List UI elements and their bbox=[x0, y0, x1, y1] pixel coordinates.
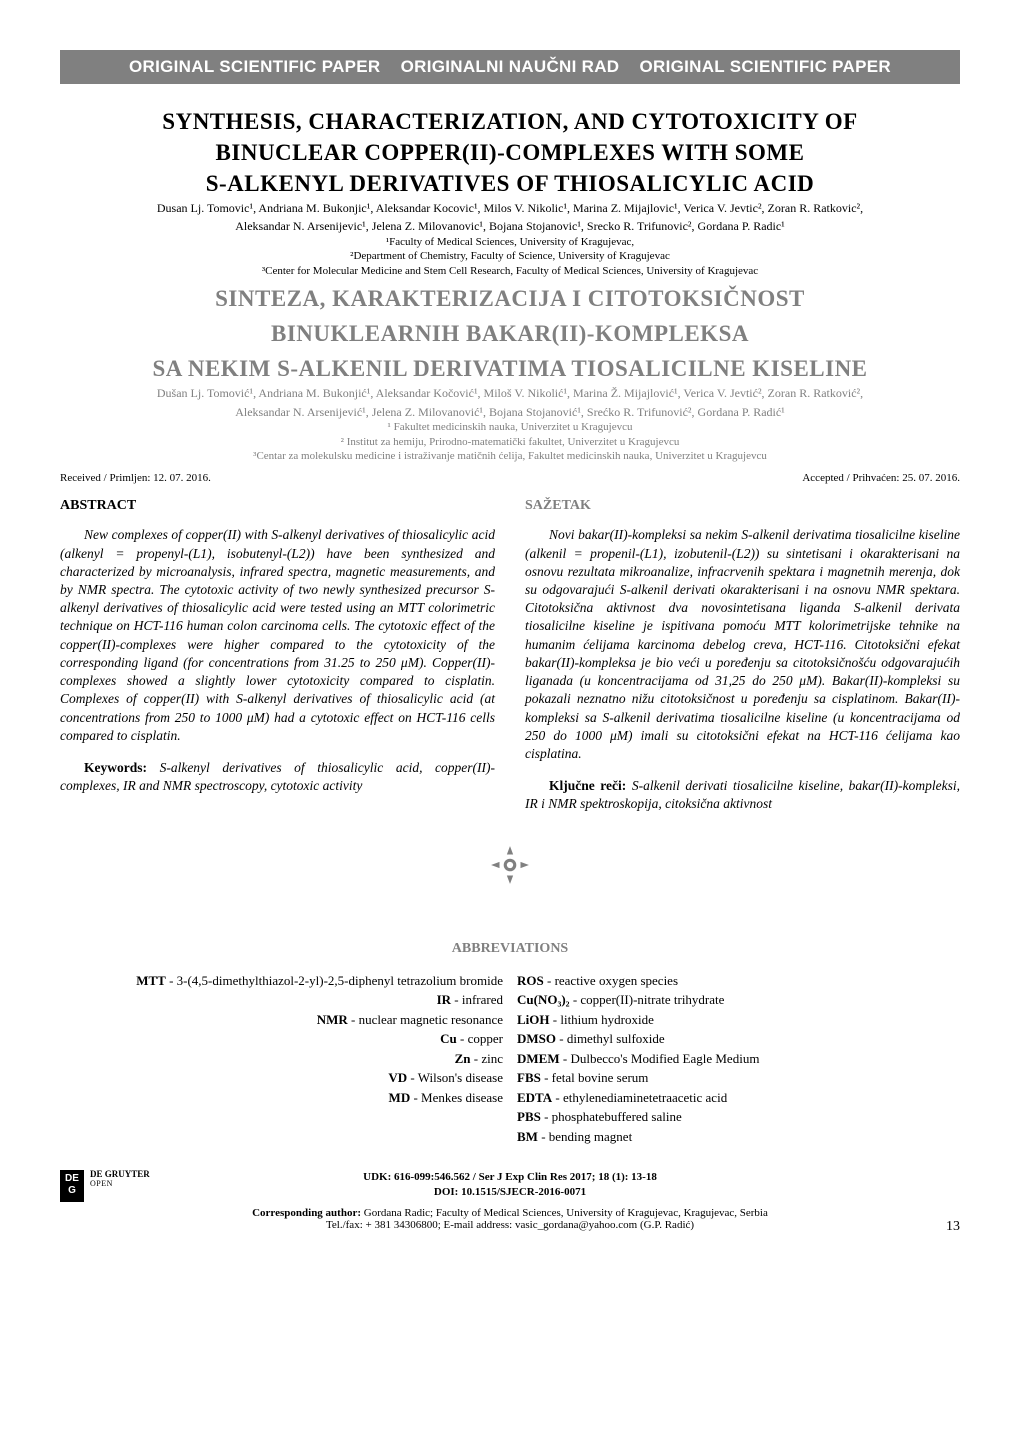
abbrev-row: ROS - reactive oxygen species bbox=[517, 971, 960, 991]
title-en-line3: S-ALKENYL DERIVATIVES OF THIOSALICYLIC A… bbox=[60, 170, 960, 199]
ornament-icon bbox=[60, 844, 960, 891]
keywords-sr-label: Ključne reči: bbox=[549, 778, 626, 793]
keywords-en: Keywords: S-alkenyl derivatives of thios… bbox=[60, 759, 495, 795]
keywords-sr: Ključne reči: S-alkenil derivati tiosali… bbox=[525, 777, 960, 813]
authors-sr-line1: Dušan Lj. Tomović¹, Andriana M. Bukonjić… bbox=[60, 385, 960, 401]
abbrev-row: DMSO - dimethyl sulfoxide bbox=[517, 1029, 960, 1049]
authors-en-line1: Dusan Lj. Tomovic¹, Andriana M. Bukonjic… bbox=[60, 200, 960, 216]
udk-line: UDK: 616-099:546.562 / Ser J Exp Clin Re… bbox=[60, 1170, 960, 1185]
dates-row: Received / Primljen: 12. 07. 2016. Accep… bbox=[60, 472, 960, 484]
abbrev-row: MD - Menkes disease bbox=[60, 1088, 503, 1108]
corresponding-text: Gordana Radic; Faculty of Medical Scienc… bbox=[361, 1207, 768, 1219]
abbrev-row: Zn - zinc bbox=[60, 1049, 503, 1069]
footer-center: UDK: 616-099:546.562 / Ser J Exp Clin Re… bbox=[60, 1170, 960, 1201]
sazetak-col: SAŽETAK Novi bakar(II)-kompleksi sa neki… bbox=[525, 498, 960, 813]
abbrev-row: Cu(NO₃)₂ - copper(II)-nitrate trihydrate bbox=[517, 990, 960, 1010]
affil-en-2: ²Department of Chemistry, Faculty of Sci… bbox=[60, 249, 960, 264]
abbrev-row: LiOH - lithium hydroxide bbox=[517, 1010, 960, 1030]
abbreviations-heading: ABBREVIATIONS bbox=[60, 941, 960, 957]
title-sr-line1: SINTEZA, KARAKTERIZACIJA I CITOTOKSIČNOS… bbox=[60, 285, 960, 314]
affil-sr-2: ² Institut za hemiju, Prirodno-matematič… bbox=[60, 435, 960, 450]
header-bar: ORIGINAL SCIENTIFIC PAPER ORIGINALNI NAU… bbox=[60, 50, 960, 84]
title-sr-line2: BINUKLEARNIH BAKAR(II)-KOMPLEKSA bbox=[60, 320, 960, 349]
affil-en-1: ¹Faculty of Medical Sciences, University… bbox=[60, 235, 960, 250]
corresponding-contact: Tel./fax: + 381 34306800; E-mail address… bbox=[326, 1219, 694, 1231]
doi-line: DOI: 10.1515/SJECR-2016-0071 bbox=[60, 1185, 960, 1200]
sazetak-body: Novi bakar(II)-kompleksi sa nekim S-alke… bbox=[525, 526, 960, 763]
abbrev-row: DMEM - Dulbecco's Modified Eagle Medium bbox=[517, 1049, 960, 1069]
abbrev-row: IR - infrared bbox=[60, 990, 503, 1010]
abstract-col: ABSTRACT New complexes of copper(II) wit… bbox=[60, 498, 495, 813]
corresponding-label: Corresponding author: bbox=[252, 1207, 361, 1219]
title-en-line2: BINUCLEAR COPPER(II)-COMPLEXES WITH SOME bbox=[60, 139, 960, 168]
abbrev-row: EDTA - ethylenediaminetetraacetic acid bbox=[517, 1088, 960, 1108]
title-block: SYNTHESIS, CHARACTERIZATION, AND CYTOTOX… bbox=[60, 108, 960, 464]
abbrev-row: NMR - nuclear magnetic resonance bbox=[60, 1010, 503, 1030]
abbrev-right-col: ROS - reactive oxygen speciesCu(NO₃)₂ - … bbox=[517, 971, 960, 1147]
received-date: Received / Primljen: 12. 07. 2016. bbox=[60, 472, 211, 484]
sazetak-heading: SAŽETAK bbox=[525, 498, 960, 514]
keywords-label: Keywords: bbox=[84, 760, 147, 775]
corresponding-author: Corresponding author: Gordana Radic; Fac… bbox=[60, 1207, 960, 1231]
page-number: 13 bbox=[946, 1219, 960, 1235]
publisher-block: DEG DE GRUYTER OPEN bbox=[60, 1170, 150, 1202]
authors-sr-line2: Aleksandar N. Arsenijević¹, Jelena Z. Mi… bbox=[60, 404, 960, 420]
abbrev-row: BM - bending magnet bbox=[517, 1127, 960, 1147]
title-en-line1: SYNTHESIS, CHARACTERIZATION, AND CYTOTOX… bbox=[60, 108, 960, 137]
abstract-heading: ABSTRACT bbox=[60, 498, 495, 514]
affil-sr-3: ³Centar za molekulsku medicine i istraži… bbox=[60, 449, 960, 464]
abbrev-left-col: MTT - 3-(4,5-dimethylthiazol-2-yl)-2,5-d… bbox=[60, 971, 503, 1147]
publisher-open: OPEN bbox=[90, 1180, 150, 1189]
paper-page: ORIGINAL SCIENTIFIC PAPER ORIGINALNI NAU… bbox=[0, 0, 1020, 1261]
abbreviations-columns: MTT - 3-(4,5-dimethylthiazol-2-yl)-2,5-d… bbox=[60, 971, 960, 1147]
abstract-columns: ABSTRACT New complexes of copper(II) wit… bbox=[60, 498, 960, 813]
abbrev-row: PBS - phosphatebuffered saline bbox=[517, 1107, 960, 1127]
title-sr-line3: SA NEKIM S-ALKENIL DERIVATIMA TIOSALICIL… bbox=[60, 355, 960, 384]
authors-en-line2: Aleksandar N. Arsenijevic¹, Jelena Z. Mi… bbox=[60, 218, 960, 234]
affil-en-3: ³Center for Molecular Medicine and Stem … bbox=[60, 264, 960, 279]
accepted-date: Accepted / Prihvaćen: 25. 07. 2016. bbox=[802, 472, 960, 484]
de-gruyter-logo-icon: DEG bbox=[60, 1170, 84, 1202]
abbrev-row: MTT - 3-(4,5-dimethylthiazol-2-yl)-2,5-d… bbox=[60, 971, 503, 991]
abbrev-row: Cu - copper bbox=[60, 1029, 503, 1049]
abbrev-row: VD - Wilson's disease bbox=[60, 1068, 503, 1088]
abbrev-row: FBS - fetal bovine serum bbox=[517, 1068, 960, 1088]
abstract-body: New complexes of copper(II) with S-alken… bbox=[60, 526, 495, 745]
footer: DEG DE GRUYTER OPEN UDK: 616-099:546.562… bbox=[60, 1170, 960, 1231]
publisher-text: DE GRUYTER OPEN bbox=[90, 1170, 150, 1189]
affil-sr-1: ¹ Fakultet medicinskih nauka, Univerzite… bbox=[60, 420, 960, 435]
